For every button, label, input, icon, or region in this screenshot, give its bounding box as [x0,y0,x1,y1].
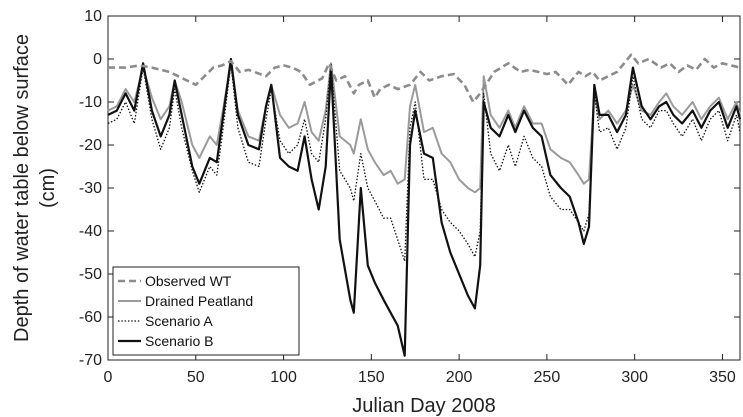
y-tick-label: -10 [79,94,102,111]
x-tick-label: 200 [446,369,473,386]
y-axis-title-line-2: (cm) [37,168,59,208]
series-layer [107,53,742,357]
y-tick-label: 10 [84,8,102,25]
x-tick-label: 300 [621,369,648,386]
series-line-scenario-a [107,62,741,262]
series-line-observed-wt [108,53,741,104]
legend-label: Drained Peatland [145,293,253,309]
y-tick-label: -40 [79,223,102,240]
x-tick-label: 350 [709,369,736,386]
x-tick-label: 150 [358,369,385,386]
legend-box [112,266,300,356]
x-tick-label: 100 [270,369,297,386]
legend-label: Scenario A [145,313,213,329]
series-line-scenario-b [107,57,742,357]
legend-label: Observed WT [145,273,232,289]
axis-ticks: 0 50 100 150 200 250 300 350100-10-20-30-40-50-… [79,8,740,386]
y-tick-label: -70 [79,352,102,369]
legend-label: Scenario B [145,333,213,349]
y-tick-label: -30 [79,180,102,197]
y-tick-label: -60 [79,309,102,326]
y-tick-label: -50 [79,266,102,283]
x-tick-label: 50 [187,369,205,386]
y-axis-title-line-1: Depth of water table below surface [11,34,33,342]
x-axis-title: Julian Day 2008 [352,395,495,417]
x-tick-label: 250 [534,369,561,386]
legend: Observed WT Drained Peatland Scenario A Sce… [112,266,300,356]
x-tick-label: 0 [104,369,113,386]
y-tick-label: -20 [79,137,102,154]
y-axis-title: Depth of water table below surface (cm) [11,34,59,342]
y-tick-label: 0 [93,51,102,68]
